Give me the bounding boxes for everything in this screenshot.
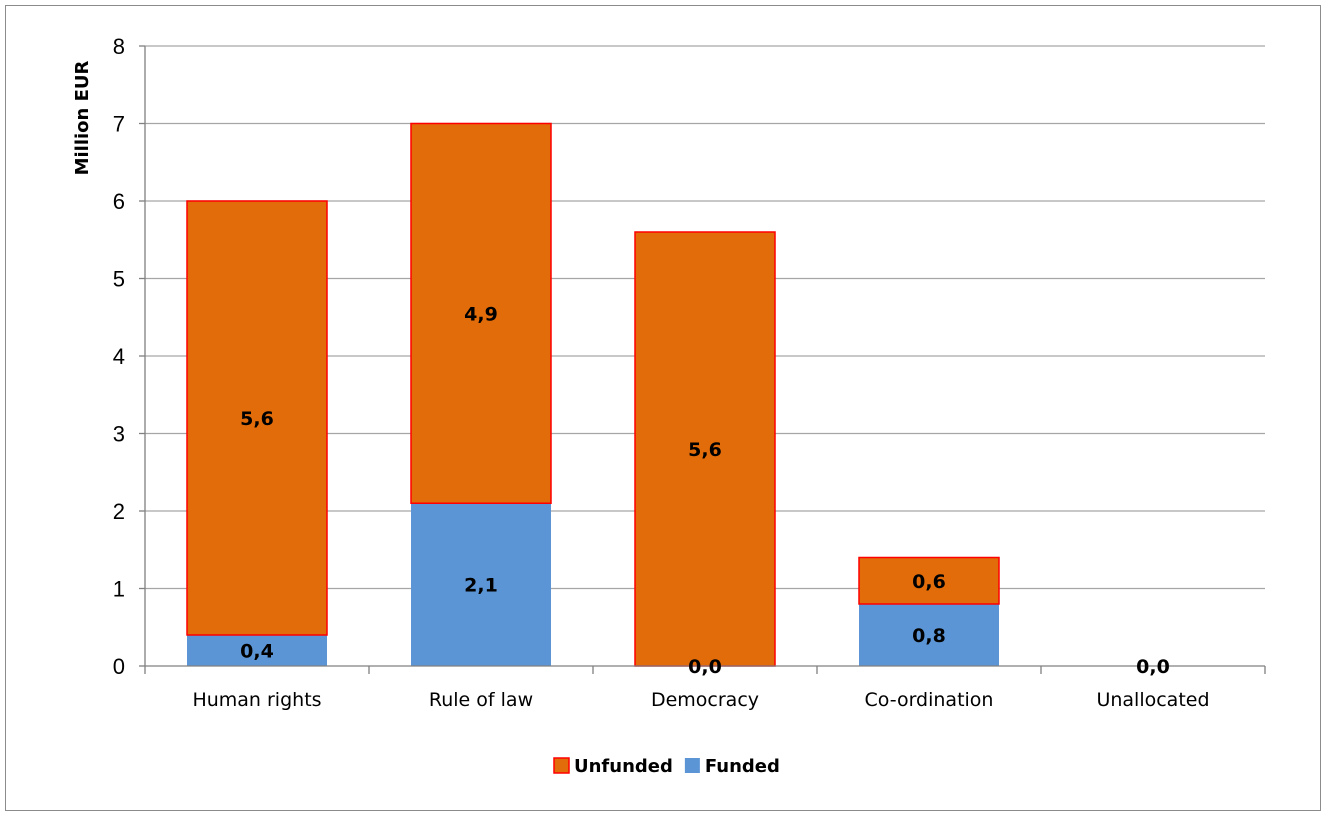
- y-tick-label: 6: [113, 189, 125, 214]
- bar-funded: [859, 604, 999, 666]
- data-label-funded: 0,0: [688, 656, 722, 678]
- data-label-funded: 0,4: [240, 641, 274, 663]
- y-axis-title: Million EUR: [72, 60, 93, 175]
- x-tick-label: Unallocated: [1096, 689, 1209, 711]
- bar-unfunded: [410, 122, 552, 504]
- legend-label-unfunded: Unfunded: [574, 756, 673, 777]
- bar-funded: [411, 503, 551, 666]
- y-tick-label: 4: [113, 344, 125, 369]
- y-tick-label: 8: [113, 34, 125, 59]
- bar-funded: [187, 635, 327, 666]
- data-label-unfunded: 0,6: [912, 571, 946, 593]
- data-labels: 0,4 5,6 2,1 4,9 0,0 5,6 0,8 0,6 0,0: [240, 303, 1170, 678]
- legend-swatch-unfunded: [553, 757, 570, 774]
- axes: 0 1 2 3 4 5 6 7 8 Human rights Rule of law Democrac…: [113, 34, 1266, 711]
- stacked-bar-chart: 0 1 2 3 4 5 6 7 8 Human rights Rule of law Democrac…: [72, 34, 1266, 777]
- legend-swatch-funded: [684, 758, 700, 773]
- legend-label-funded: Funded: [705, 756, 780, 777]
- data-label-unfunded: 5,6: [240, 408, 274, 430]
- y-tick-label: 5: [113, 267, 125, 292]
- x-tick-label: Co-ordination: [865, 689, 994, 711]
- x-tick-label: Democracy: [651, 689, 759, 711]
- x-tick-label: Rule of law: [429, 689, 533, 711]
- data-label-funded: 0,8: [912, 625, 946, 647]
- bar-unfunded: [858, 556, 1000, 605]
- x-tick-label: Human rights: [192, 689, 321, 711]
- y-tick-label: 3: [113, 422, 125, 447]
- y-tick-label: 1: [113, 577, 125, 602]
- y-tick-label: 0: [113, 654, 125, 679]
- data-label-unfunded: 5,6: [688, 439, 722, 461]
- y-tick-label: 7: [113, 112, 125, 137]
- bars: [186, 122, 1000, 667]
- y-tick-label: 2: [113, 499, 125, 524]
- legend: Unfunded Funded: [553, 756, 780, 777]
- bar-unfunded: [186, 200, 328, 636]
- bar-unfunded: [634, 231, 776, 667]
- chart-frame: 0 1 2 3 4 5 6 7 8 Human rights Rule of law Democrac…: [5, 5, 1321, 811]
- data-label-funded: 0,0: [1136, 656, 1170, 678]
- data-label-unfunded: 4,9: [464, 303, 498, 325]
- data-label-funded: 2,1: [464, 575, 498, 597]
